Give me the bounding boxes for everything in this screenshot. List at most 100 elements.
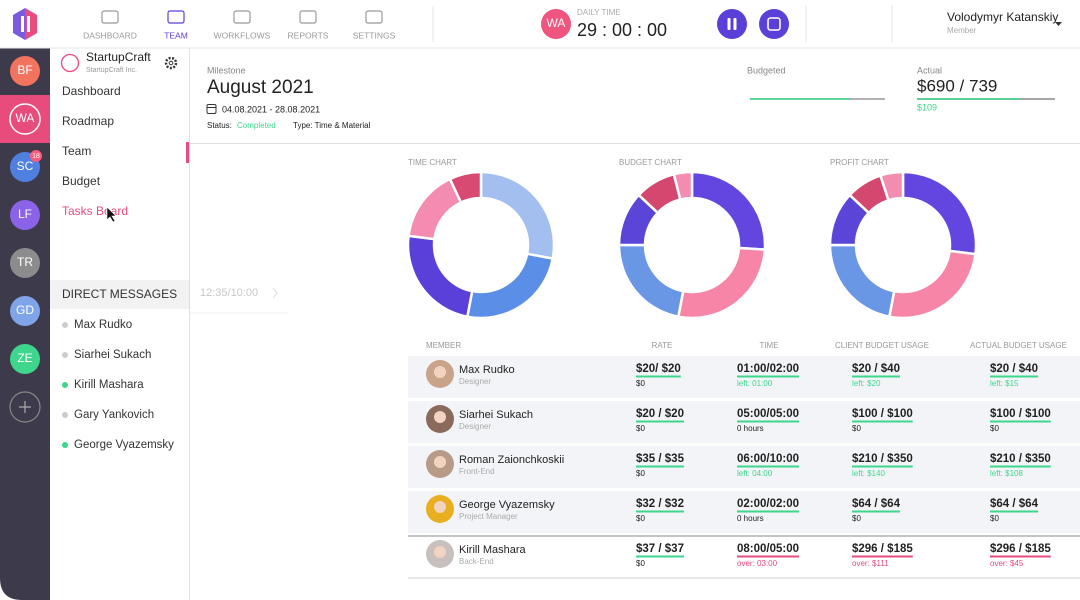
dm-title: DIRECT MESSAGES	[62, 287, 177, 301]
cell-sub: left: $20	[852, 379, 881, 388]
milestone-title: August 2021	[207, 77, 314, 98]
ghost-arrow	[272, 287, 278, 299]
add-workspace[interactable]	[9, 391, 41, 423]
member-name[interactable]: Roman Zaionchkoskii	[459, 454, 564, 466]
member-role: Designer	[459, 377, 491, 386]
member-name[interactable]: George Vyazemsky	[459, 499, 555, 511]
user-name[interactable]: Volodymyr Katanskiy	[947, 10, 1058, 24]
nav-item[interactable]: DASHBOARD	[83, 30, 137, 40]
milestone-type: Type: Time & Material	[293, 121, 371, 130]
member-avatar-face	[434, 456, 446, 468]
rail-avatar[interactable]	[10, 200, 40, 230]
menu-item[interactable]: Tasks Board	[62, 204, 128, 218]
actual-label: Actual	[917, 65, 942, 75]
cell-main: $64 / $64	[852, 498, 901, 510]
cell-main: 02:00/02:00	[737, 498, 799, 510]
badge	[30, 150, 42, 162]
cell-sub: over: 03:00	[737, 559, 778, 568]
nav-item[interactable]: TEAM	[164, 30, 188, 40]
cell-main: $32 / $32	[636, 498, 684, 510]
rail-avatar[interactable]	[10, 344, 40, 374]
logo	[13, 8, 37, 40]
pause-button[interactable]	[717, 9, 747, 39]
table-header: CLIENT BUDGET USAGE	[835, 341, 929, 350]
nav-icon[interactable]	[365, 10, 383, 24]
presence-dot	[62, 412, 68, 418]
milestone-label: Milestone	[207, 65, 246, 75]
cell-main: $296 / $185	[852, 543, 913, 555]
nav-icon[interactable]	[101, 10, 119, 24]
dm-name[interactable]: George Vyazemsky	[74, 439, 174, 451]
calendar-icon	[206, 104, 217, 114]
dm-name[interactable]: Kirill Mashara	[74, 379, 144, 391]
dm-name[interactable]: Gary Yankovich	[74, 409, 154, 421]
cell-sub: $0	[636, 469, 645, 478]
member-role: Front-End	[459, 467, 495, 476]
company-name: StartupCraft	[86, 50, 151, 64]
cell-sub: over: $111	[852, 559, 889, 568]
nav-icon[interactable]	[233, 10, 251, 24]
add-icon	[19, 401, 31, 413]
badge-count: 18	[32, 153, 40, 160]
status-value: Completed	[237, 121, 276, 130]
nav-icon[interactable]	[299, 10, 317, 24]
nav-item[interactable]: SETTINGS	[353, 30, 396, 40]
donut-segment	[672, 170, 694, 201]
rail-avatar-initials: LF	[18, 207, 32, 221]
settings-gear[interactable]	[164, 56, 178, 70]
table-header: RATE	[652, 341, 673, 350]
stop-button[interactable]	[759, 9, 789, 39]
cell-main: $20 / $40	[990, 363, 1038, 375]
rail-avatar[interactable]	[10, 296, 40, 326]
rail-avatar[interactable]	[9, 103, 41, 135]
cell-main: $35 / $35	[636, 453, 685, 465]
cell-sub: 0 hours	[737, 514, 764, 523]
cell-main: $100 / $100	[852, 408, 913, 420]
cell-main: $100 / $100	[990, 408, 1051, 420]
cell-main: $37 / $37	[636, 543, 684, 555]
menu-item[interactable]: Roadmap	[62, 114, 114, 128]
cell-main: $20 / $40	[852, 363, 900, 375]
menu-item[interactable]: Team	[62, 144, 91, 158]
dm-name[interactable]: Max Rudko	[74, 319, 132, 331]
cell-main: $20/ $20	[636, 363, 681, 375]
cell-main: 06:00/10:00	[737, 453, 799, 465]
menu-item[interactable]: Dashboard	[62, 84, 121, 98]
dm-name[interactable]: Siarhei Sukach	[74, 349, 151, 361]
cell-sub: left: $15	[990, 379, 1019, 388]
member-name[interactable]: Siarhei Sukach	[459, 409, 533, 421]
member-name[interactable]: Max Rudko	[459, 364, 515, 376]
cell-main: 05:00/05:00	[737, 408, 799, 420]
member-role: Designer	[459, 422, 491, 431]
chart-title: BUDGET CHART	[619, 158, 682, 167]
member-name[interactable]: Kirill Mashara	[459, 544, 527, 556]
member-avatar-face	[434, 411, 446, 423]
user-menu-caret[interactable]	[1055, 22, 1062, 26]
rail-avatar[interactable]	[10, 248, 40, 278]
cell-sub: $0	[636, 514, 645, 523]
cell-sub: $0	[636, 559, 645, 568]
presence-dot	[62, 322, 68, 328]
cell-main: $20 / $20	[636, 408, 684, 420]
cell-sub: left: 04:00	[737, 469, 773, 478]
member-avatar-face	[434, 546, 446, 558]
presence-dot	[62, 352, 68, 358]
nav-icon[interactable]	[167, 10, 185, 24]
cell-sub: $0	[636, 424, 645, 433]
nav-item[interactable]: REPORTS	[288, 30, 329, 40]
cell-main: $210 / $350	[852, 453, 913, 465]
cell-main: $64 / $64	[990, 498, 1039, 510]
cell-sub: 0 hours	[737, 424, 764, 433]
donut-segment	[878, 170, 905, 202]
nav-item[interactable]: WORKFLOWS	[214, 30, 271, 40]
rail-avatar[interactable]	[10, 56, 40, 86]
cell-sub: left: $108	[990, 469, 1023, 478]
rail-avatar-initials: GD	[16, 303, 34, 317]
cell-main: 01:00/02:00	[737, 363, 799, 375]
cursor	[106, 206, 117, 223]
chart-title: PROFIT CHART	[830, 158, 889, 167]
timer-avatar[interactable]	[541, 9, 571, 39]
menu-item[interactable]: Budget	[62, 174, 101, 188]
member-avatar-face	[434, 366, 446, 378]
